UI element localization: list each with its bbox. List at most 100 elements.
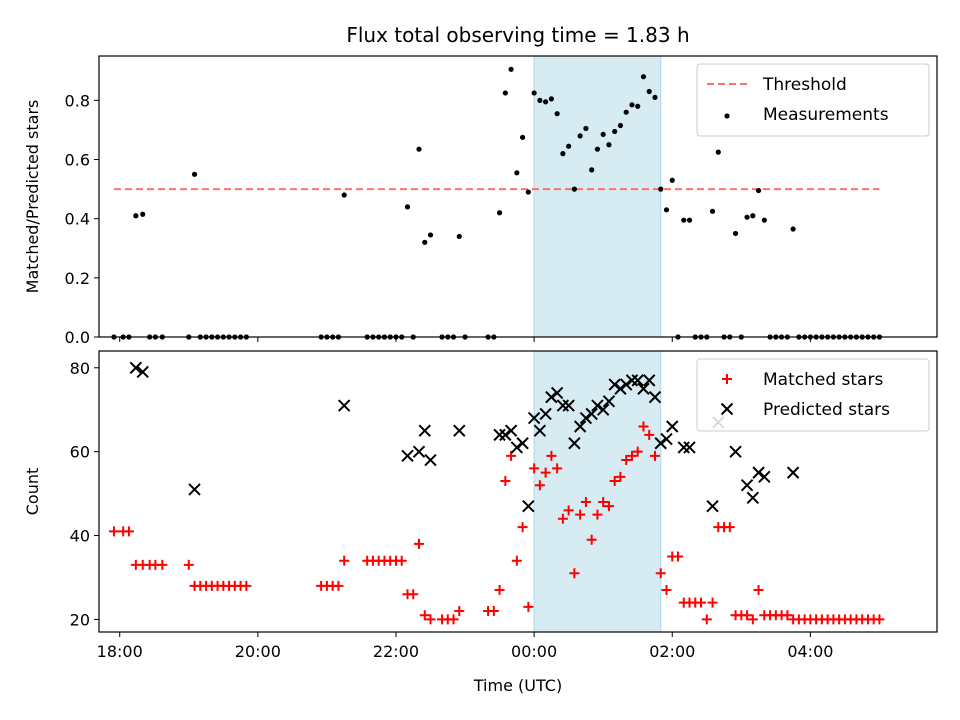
data-point	[453, 424, 466, 437]
data-point	[188, 483, 201, 496]
legend: Matched stars Predicted stars	[696, 358, 930, 432]
bottom-panel: 20 40 60 80 18:00 20:00 22:00 00:00 02:00 04:00 Co…	[23, 350, 938, 695]
y-tick-label: 0.6	[65, 151, 90, 170]
data-point	[424, 453, 437, 467]
data-point	[635, 103, 641, 109]
data-point	[157, 559, 168, 570]
data-point	[621, 455, 632, 466]
data-point	[133, 213, 139, 219]
data-point	[539, 407, 552, 421]
data-point	[577, 133, 583, 139]
data-point	[522, 499, 535, 513]
y-tick-label: 60	[70, 443, 90, 462]
x-tick-label: 22:00	[373, 642, 419, 661]
data-point	[752, 466, 765, 479]
data-point	[333, 580, 344, 591]
data-point	[494, 585, 505, 596]
data-point	[525, 189, 531, 195]
data-point	[488, 606, 499, 617]
data-point	[786, 466, 800, 479]
data-point	[500, 476, 511, 487]
data-point	[637, 382, 650, 395]
data-point	[583, 125, 589, 132]
data-point	[603, 501, 614, 512]
y-axis-label: Matched/Predicted stars	[23, 100, 42, 294]
data-point	[579, 411, 593, 425]
observing-window-shade	[533, 350, 662, 633]
data-point	[660, 432, 673, 446]
data-point	[241, 580, 252, 591]
data-point	[548, 96, 554, 102]
data-point	[502, 90, 508, 96]
data-point	[496, 210, 503, 216]
data-point	[707, 597, 718, 608]
axes-frame	[98, 350, 938, 633]
data-point	[418, 424, 431, 437]
data-point	[742, 610, 753, 621]
data-point	[108, 526, 119, 537]
data-point	[425, 614, 436, 625]
data-point	[396, 555, 407, 566]
data-point	[510, 441, 524, 454]
data-point	[534, 480, 545, 491]
data-point	[416, 146, 422, 152]
y-tick-label: 0.8	[65, 91, 90, 110]
legend-swatch	[722, 374, 732, 384]
data-point	[591, 399, 604, 412]
data-point	[681, 217, 687, 223]
data-point	[408, 589, 419, 600]
data-point	[540, 467, 551, 478]
data-point	[747, 614, 758, 625]
data-point	[648, 390, 662, 404]
data-point	[427, 232, 434, 238]
data-point	[556, 399, 570, 412]
data-point	[724, 522, 735, 533]
data-point	[573, 420, 587, 433]
data-point	[643, 374, 656, 387]
data-point	[617, 122, 624, 129]
data-point	[523, 601, 534, 612]
data-point	[615, 471, 626, 482]
legend-label: Measurements	[763, 105, 889, 125]
data-point	[499, 428, 512, 442]
data-point	[874, 614, 885, 625]
data-point	[661, 585, 672, 596]
data-point	[516, 437, 529, 450]
data-point	[638, 421, 649, 432]
data-point	[658, 186, 664, 192]
data-point	[563, 505, 574, 516]
data-point	[652, 94, 658, 101]
data-point	[655, 568, 666, 579]
data-point	[401, 449, 414, 463]
data-point	[623, 109, 629, 115]
observing-window-shade	[533, 55, 662, 338]
data-point	[511, 555, 522, 566]
data-point	[592, 509, 603, 520]
data-point	[753, 585, 764, 596]
x-tick-label: 20:00	[235, 642, 281, 661]
data-point	[554, 111, 560, 117]
legend-swatch	[724, 113, 730, 119]
data-point	[669, 177, 675, 183]
data-point	[557, 513, 568, 524]
data-point	[448, 614, 459, 625]
data-point	[790, 226, 796, 232]
legend-box	[696, 358, 930, 432]
data-point	[517, 522, 528, 533]
top-panel: 0.0 0.2 0.4 0.6 0.8 Matched/Predicted stars Th…	[23, 55, 938, 347]
data-point	[612, 128, 618, 135]
data-point	[571, 186, 578, 192]
legend-swatch	[720, 402, 734, 416]
data-point	[602, 395, 616, 408]
data-point	[546, 450, 557, 461]
data-point	[632, 446, 643, 457]
data-point	[654, 437, 667, 450]
data-point	[568, 437, 581, 450]
data-point	[191, 171, 198, 177]
y-tick-label: 0.4	[65, 210, 90, 229]
data-point	[514, 170, 520, 176]
x-tick-label: 00:00	[511, 642, 557, 661]
data-point	[596, 403, 610, 416]
y-tick-label: 0.0	[65, 328, 90, 347]
